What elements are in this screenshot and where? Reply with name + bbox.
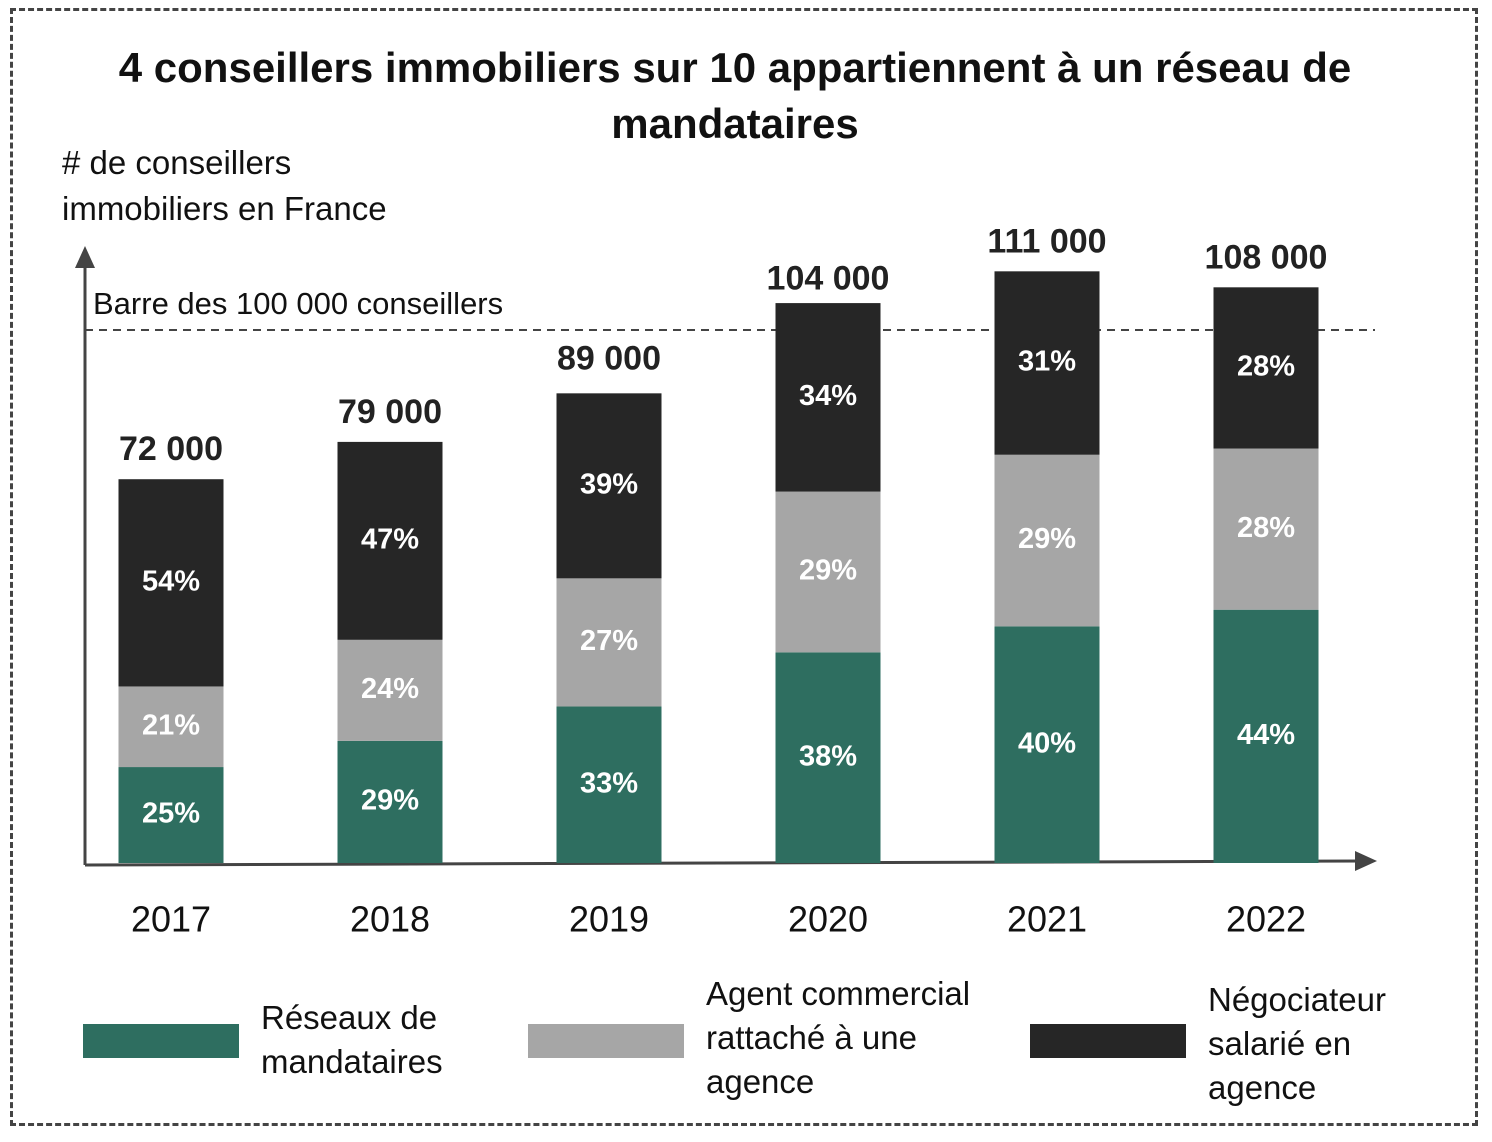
segment-label: 31% bbox=[1018, 346, 1076, 378]
segment-label: 25% bbox=[142, 798, 200, 830]
segment-label: 28% bbox=[1237, 351, 1295, 383]
legend-swatch bbox=[83, 1024, 239, 1058]
segment-label: 44% bbox=[1237, 719, 1295, 751]
segment-label: 33% bbox=[580, 767, 638, 799]
reference-label: Barre des 100 000 conseillers bbox=[93, 286, 503, 321]
segment-label: 47% bbox=[361, 524, 419, 556]
segment-label: 54% bbox=[142, 565, 200, 597]
chart-title: 4 conseillers immobiliers sur 10 apparti… bbox=[118, 44, 1352, 147]
segment-label: 27% bbox=[580, 625, 638, 657]
bar-segment bbox=[556, 578, 662, 707]
legend-label: Négociateur salarié en agence bbox=[1208, 981, 1386, 1106]
bar-segment bbox=[118, 686, 224, 768]
segment-label: 21% bbox=[142, 709, 200, 741]
x-tick-label: 2021 bbox=[1007, 899, 1087, 940]
bar-segment bbox=[556, 706, 662, 863]
x-tick-label: 2018 bbox=[350, 899, 430, 940]
total-label: 104 000 bbox=[767, 260, 890, 298]
segment-label: 29% bbox=[799, 555, 857, 587]
x-tick-label: 2022 bbox=[1226, 899, 1306, 940]
legend-swatch bbox=[1030, 1024, 1186, 1058]
bar-segment bbox=[337, 441, 443, 640]
total-label: 111 000 bbox=[987, 222, 1106, 260]
legend-label: Réseaux de mandataires bbox=[261, 999, 443, 1080]
bar-segment bbox=[775, 491, 881, 653]
bar-segment bbox=[337, 639, 443, 741]
bar-segment bbox=[994, 454, 1100, 627]
segment-label: 28% bbox=[1237, 512, 1295, 544]
total-label: 79 000 bbox=[338, 393, 442, 431]
bar-segment bbox=[118, 767, 224, 863]
total-label: 89 000 bbox=[557, 340, 661, 378]
legend-swatch bbox=[528, 1024, 684, 1058]
x-tick-label: 2017 bbox=[131, 899, 211, 940]
bar-segment bbox=[775, 652, 881, 863]
x-tick-label: 2019 bbox=[569, 899, 649, 940]
bar-segment bbox=[1213, 448, 1319, 610]
segment-label: 39% bbox=[580, 469, 638, 501]
y-axis-arrow bbox=[75, 246, 95, 268]
x-tick-label: 2020 bbox=[788, 899, 868, 940]
bar-segment bbox=[118, 479, 224, 687]
bar-segment bbox=[994, 271, 1100, 455]
segment-label: 38% bbox=[799, 740, 857, 772]
legend-label: Agent commercial rattaché à une agence bbox=[706, 975, 971, 1100]
segment-label: 24% bbox=[361, 673, 419, 705]
segment-label: 29% bbox=[1018, 523, 1076, 555]
bar-segment bbox=[775, 303, 881, 492]
x-axis bbox=[84, 859, 1366, 867]
segment-label: 29% bbox=[361, 785, 419, 817]
y-axis-label: # de conseillers immobiliers en France bbox=[62, 144, 387, 227]
total-label: 108 000 bbox=[1205, 238, 1328, 276]
bar-segment bbox=[994, 626, 1100, 863]
segment-label: 40% bbox=[1018, 727, 1076, 759]
dashed-frame bbox=[10, 8, 1478, 1126]
total-label: 72 000 bbox=[119, 430, 223, 468]
bar-segment bbox=[556, 393, 662, 579]
bar-segment bbox=[1213, 609, 1319, 863]
bar-segment bbox=[337, 740, 443, 863]
bar-segment bbox=[1213, 287, 1319, 449]
segment-label: 34% bbox=[799, 380, 857, 412]
x-axis-arrow bbox=[1355, 851, 1377, 871]
